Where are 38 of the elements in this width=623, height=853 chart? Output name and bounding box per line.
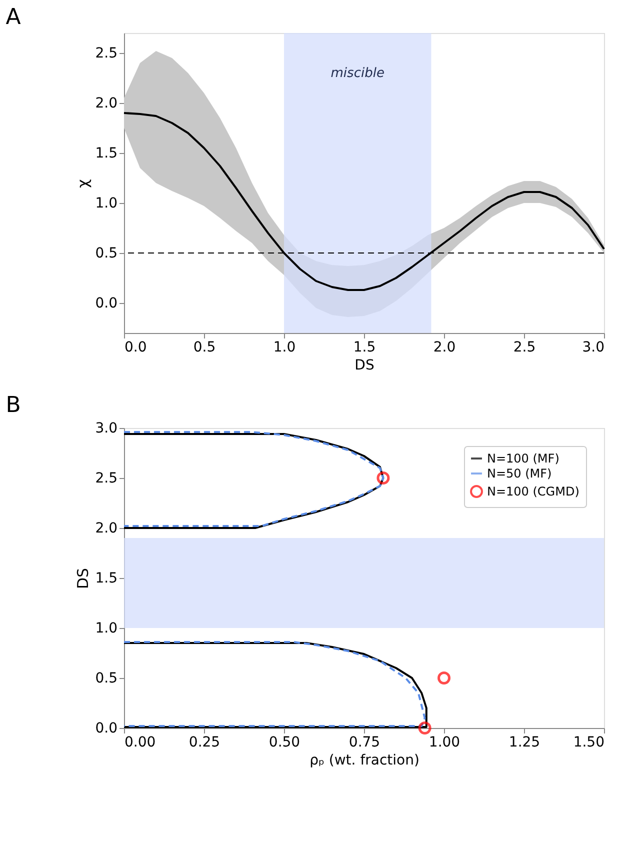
x-axis-title: DS (354, 358, 374, 374)
y-tick-label: 1.5 (95, 570, 118, 586)
x-tick-label: 0.25 (188, 734, 220, 750)
chart-title: B (6, 393, 21, 418)
y-axis-title: DS (74, 568, 92, 590)
y-tick-label: 0.0 (95, 720, 118, 736)
y-tick-label: 0.5 (95, 246, 118, 262)
x-axis-title: ρₚ (wt. fraction) (310, 752, 420, 768)
x-tick-label: 3.0 (582, 340, 604, 356)
y-tick-label: 3.0 (95, 420, 118, 436)
x-tick-label: 2.0 (433, 340, 456, 356)
legend-label: N=100 (CGMD) (487, 484, 580, 498)
band-label: miscible (330, 66, 384, 81)
y-tick-label: 2.0 (95, 96, 118, 112)
y-axis-title: χ (74, 178, 92, 188)
x-tick-label: 1.25 (508, 734, 540, 750)
legend-label: N=100 (MF) (487, 452, 560, 466)
x-tick-label: 0.50 (268, 734, 300, 750)
x-tick-label: 0.00 (124, 734, 156, 750)
chart-title: A (6, 5, 21, 30)
y-tick-label: 1.0 (95, 620, 118, 636)
y-tick-label: 2.5 (95, 470, 118, 486)
y-tick-label: 0.5 (95, 670, 118, 686)
x-tick-label: 0.75 (348, 734, 380, 750)
y-tick-label: 2.0 (95, 520, 118, 536)
x-tick-label: 1.5 (353, 340, 376, 356)
x-tick-label: 1.50 (573, 734, 604, 750)
x-tick-label: 1.0 (273, 340, 296, 356)
x-tick-label: 2.5 (513, 340, 536, 356)
x-tick-label: 0.5 (193, 340, 216, 356)
y-tick-label: 2.5 (95, 46, 118, 62)
y-tick-label: 0.0 (95, 296, 118, 312)
x-tick-label: 0.0 (124, 340, 147, 356)
legend-label: N=50 (MF) (487, 466, 552, 480)
line-series (123, 112, 605, 291)
y-tick-label: 1.0 (95, 196, 118, 212)
x-tick-label: 1.00 (428, 734, 460, 750)
y-tick-label: 1.5 (95, 146, 118, 162)
